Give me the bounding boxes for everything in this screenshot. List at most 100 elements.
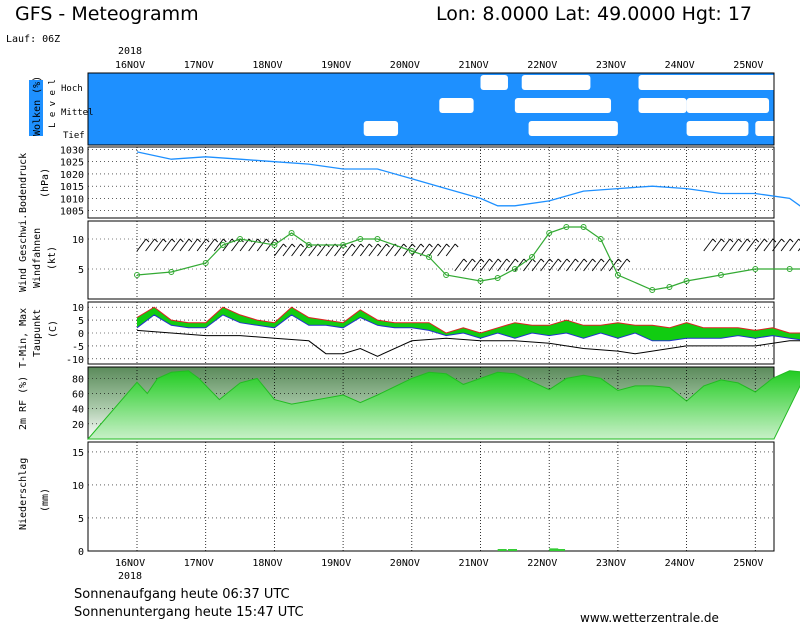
run-label: Lauf: 06Z (6, 34, 60, 45)
website-link[interactable]: www.wetterzentrale.de (580, 611, 719, 625)
wind-point (511, 266, 518, 272)
wind-barb (291, 243, 301, 257)
wind-barb-flag (617, 258, 622, 263)
wind-barb (497, 258, 508, 272)
pressure-unit: (hPa) (40, 168, 51, 198)
ytick-label: 1030 (60, 145, 84, 156)
wind-barb-flag (162, 238, 167, 243)
wind-barb (222, 238, 233, 252)
wind-barb-flag (721, 238, 725, 243)
cloud-gap (638, 98, 687, 113)
humidity-yticks: 80 60 40 20 (72, 374, 84, 430)
cloud-ylabel-box (29, 80, 43, 136)
wind-barb-flag (386, 243, 390, 248)
ytick-label: 1005 (60, 207, 84, 218)
wind-point (288, 230, 295, 236)
cloud-level-tief: Tief (63, 131, 85, 141)
wind-barb (411, 243, 422, 257)
wind-barb (471, 258, 482, 272)
wind-point (752, 266, 759, 272)
wind-barb-flag (566, 258, 571, 263)
wind-barb (359, 243, 370, 257)
wind-barb (162, 238, 173, 252)
ytick-label: 80 (72, 374, 84, 385)
precipitation-yticks: 15 10 5 0 (72, 448, 84, 558)
day-label-bottom: 25NOV (733, 558, 763, 569)
wind-barb (514, 258, 525, 272)
day-label-top: 23NOV (596, 60, 626, 71)
wind-barb (780, 238, 791, 252)
humidity-ylabel: 2m RF (%) (18, 376, 29, 430)
wind-barb-flag (746, 238, 751, 243)
wind-barb-flag (351, 243, 356, 248)
ytick-label: 5 (78, 514, 84, 525)
cloud-ylabel: Wolken (%) (32, 76, 43, 136)
cloud-gaps (363, 75, 800, 136)
wind-barb (583, 258, 593, 272)
top-day-labels: 16NOV 17NOV 18NOV 19NOV 20NOV 21NOV 22NOV 23NOV… (115, 60, 763, 71)
ytick-label: 1015 (60, 182, 84, 193)
wind-point (425, 254, 432, 260)
wind-barb (617, 258, 628, 272)
page-title: GFS - Meteogramm (15, 3, 199, 25)
wind-barb (170, 238, 181, 252)
wind-point (529, 254, 536, 260)
wind-barb (574, 258, 585, 272)
wind-barb-flag (781, 238, 785, 243)
wind-barb-flag (197, 238, 201, 243)
day-label-top: 25NOV (733, 60, 763, 71)
wind-barb-flag (497, 258, 502, 263)
dewpoint-line (136, 329, 800, 357)
wind-barb-flag (549, 258, 553, 263)
cloud-gap (363, 121, 399, 136)
wind-barbs (136, 238, 800, 272)
wind-barb (548, 258, 559, 272)
wind-barb (754, 238, 765, 252)
year-top: 2018 (118, 46, 142, 57)
day-label-top: 21NOV (459, 60, 489, 71)
wind-barb (213, 238, 224, 252)
wind-barb-flag (446, 243, 450, 248)
wind-barb-flag (403, 243, 407, 248)
wind-point (340, 242, 347, 248)
cloud-level-mittel: Mittel (61, 108, 94, 118)
wind-point (202, 260, 209, 266)
wind-barb-flag (592, 258, 596, 263)
ytick-label: 1020 (60, 170, 84, 181)
wind-point (271, 242, 278, 248)
wind-point (546, 230, 553, 236)
wind-barb (445, 243, 456, 257)
wind-barb (153, 238, 164, 252)
wind-barb-flag (729, 238, 734, 243)
temperature-unit: (C) (48, 320, 59, 338)
wind-point (237, 236, 244, 242)
ytick-label: 10 (72, 235, 84, 246)
ytick-label: 0 (78, 329, 84, 340)
cloud-gap (686, 98, 770, 113)
day-label-bottom: 21NOV (459, 558, 489, 569)
day-label-bottom: 22NOV (527, 558, 557, 569)
wind-barb-flag (600, 258, 605, 263)
temperature-range-fill (137, 307, 800, 341)
wind-barb-flag (274, 238, 279, 243)
day-label-top: 17NOV (184, 60, 214, 71)
precipitation-ylabel: Niederschlag (18, 458, 29, 530)
precip-bar (507, 549, 517, 551)
temperature-max-line (136, 306, 800, 334)
wind-barb-flag (291, 243, 296, 248)
wind-barb-flag (360, 243, 365, 248)
wind-barb (145, 238, 155, 252)
wind-barb-flag (489, 258, 493, 263)
wind-barb (368, 243, 379, 257)
wind-barb (462, 258, 473, 272)
wind-barb (428, 243, 439, 257)
ytick-label: -10 (66, 355, 84, 366)
wind-barb (488, 258, 499, 272)
bottom-day-labels: 16NOV 17NOV 18NOV 19NOV 20NOV 21NOV 22NOV 23NOV… (115, 558, 763, 569)
precipitation-bars (497, 548, 566, 551)
wind-barb (772, 238, 782, 252)
wind-barb (334, 243, 344, 257)
wind-barb (712, 238, 722, 252)
temperature-panel: 10 5 0 -5 -10 T-Min, Max Taupunkt (C) (18, 301, 800, 368)
